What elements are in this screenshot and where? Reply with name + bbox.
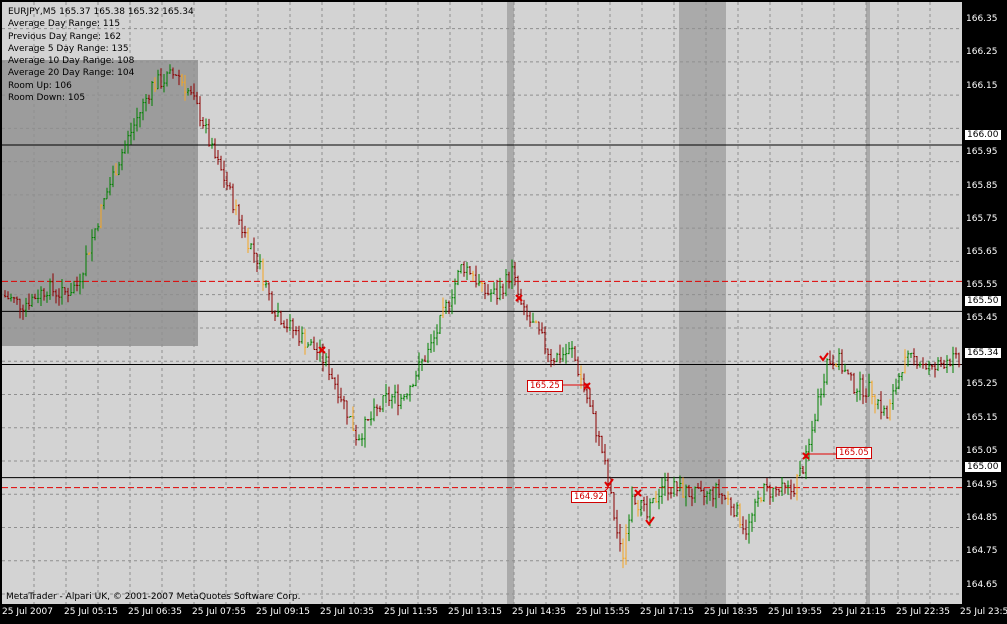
price-tick: 166.35 xyxy=(966,14,998,24)
price-tick: 165.85 xyxy=(966,181,998,191)
buy-marker-icon xyxy=(604,478,614,488)
symbol-ohlc-line: EURJPY,M5 165.37 165.38 165.32 165.34 xyxy=(8,7,194,17)
time-tick: 25 Jul 14:35 xyxy=(512,607,566,617)
sell-marker-icon xyxy=(802,452,810,460)
time-tick: 25 Jul 10:35 xyxy=(320,607,374,617)
time-tick: 25 Jul 11:55 xyxy=(384,607,438,617)
price-label-164-92: 164.92 xyxy=(571,491,607,503)
info-average-day-range: Average Day Range: 115 xyxy=(8,19,121,30)
price-tick: 165.25 xyxy=(966,379,998,389)
price-level-box: 166.00 xyxy=(965,130,1001,140)
time-tick: 25 Jul 06:35 xyxy=(128,607,182,617)
price-tick: 164.75 xyxy=(966,546,998,556)
info-previous-day-range: Previous Day Range: 162 xyxy=(8,31,122,42)
trade-markers xyxy=(318,294,836,526)
shade-band-1 xyxy=(507,2,514,604)
shade-band-2 xyxy=(679,2,726,604)
price-tick: 165.75 xyxy=(966,214,998,224)
price-tick: 165.65 xyxy=(966,247,998,257)
time-tick: 25 Jul 17:15 xyxy=(640,607,694,617)
info-room-down: Room Down: 105 xyxy=(8,93,86,104)
price-tick: 164.85 xyxy=(966,513,998,523)
price-tick: 165.45 xyxy=(966,313,998,323)
price-level-box: 165.50 xyxy=(965,296,1001,306)
shade-band-3 xyxy=(866,2,870,604)
price-tick: 165.55 xyxy=(966,280,998,290)
price-tick: 165.15 xyxy=(966,413,998,423)
level-lines xyxy=(2,144,962,489)
time-tick: 25 Jul 21:15 xyxy=(832,607,886,617)
price-plot-area[interactable]: EURJPY,M5 165.37 165.38 165.32 165.34 Av… xyxy=(2,2,962,604)
info-average-5-day-range: Average 5 Day Range: 135 xyxy=(8,43,129,54)
info-average-10-day-range: Average 10 Day Range: 108 xyxy=(8,56,135,67)
price-label-165-05: 165.05 xyxy=(836,447,872,459)
price-tick: 164.65 xyxy=(966,580,998,590)
current-price-box: 165.34 xyxy=(965,348,1001,358)
sell-marker-icon xyxy=(634,489,642,497)
price-chart-svg[interactable] xyxy=(2,2,962,604)
ohlc-bars xyxy=(4,64,961,569)
price-label-165-25: 165.25 xyxy=(527,380,563,392)
info-average-20-day-range: Average 20 Day Range: 104 xyxy=(8,68,135,79)
time-tick: 25 Jul 18:35 xyxy=(704,607,758,617)
grid-lines xyxy=(2,2,962,604)
info-panel: EURJPY,M5 165.37 165.38 165.32 165.34 Av… xyxy=(8,6,194,104)
time-tick: 25 Jul 2007 xyxy=(2,607,53,617)
sell-marker-icon xyxy=(583,382,591,390)
buy-marker-icon xyxy=(819,352,829,362)
time-tick: 25 Jul 05:15 xyxy=(64,607,118,617)
time-tick: 25 Jul 19:55 xyxy=(768,607,822,617)
time-tick: 25 Jul 07:55 xyxy=(192,607,246,617)
price-tick: 164.95 xyxy=(966,480,998,490)
time-tick: 25 Jul 09:15 xyxy=(256,607,310,617)
price-tick: 166.25 xyxy=(966,47,998,57)
info-room-up: Room Up: 106 xyxy=(8,80,72,91)
copyright-text: MetaTrader - Alpari UK, © 2001-2007 Meta… xyxy=(6,592,301,602)
time-tick: 25 Jul 15:55 xyxy=(576,607,630,617)
sell-marker-icon xyxy=(318,346,326,354)
buy-marker-icon xyxy=(645,516,655,526)
time-tick: 25 Jul 23:5 xyxy=(960,607,1007,617)
time-tick: 25 Jul 13:15 xyxy=(448,607,502,617)
time-axis[interactable]: 25 Jul 2007 25 Jul 05:15 25 Jul 06:35 25… xyxy=(0,604,1007,624)
price-tick: 165.05 xyxy=(966,446,998,456)
price-tick: 166.15 xyxy=(966,81,998,91)
time-tick: 25 Jul 22:35 xyxy=(896,607,950,617)
price-axis[interactable]: 166.35 166.25 166.15 166.00 165.95 165.8… xyxy=(962,0,1007,606)
sell-marker-icon xyxy=(515,294,523,302)
price-tick: 165.95 xyxy=(966,147,998,157)
price-level-box: 165.00 xyxy=(965,462,1001,472)
